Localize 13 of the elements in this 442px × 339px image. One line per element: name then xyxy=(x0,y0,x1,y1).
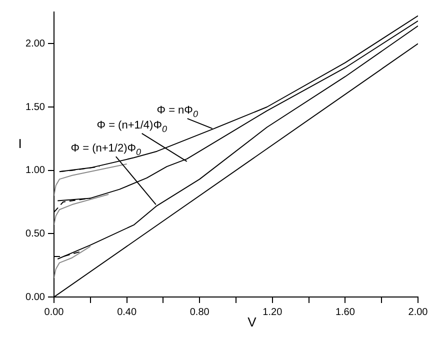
y-axis-title: I xyxy=(18,136,22,152)
y-tick-label: 0.00 xyxy=(26,292,46,303)
y-tick-label: 0.50 xyxy=(26,228,46,240)
x-tick-label: 1.20 xyxy=(262,306,283,318)
x-tick-label: 0.40 xyxy=(117,306,137,318)
x-tick-label: 0.00 xyxy=(44,306,64,318)
x-tick-label: 0.80 xyxy=(190,306,210,318)
x-axis-title: V xyxy=(248,314,257,330)
x-tick-label: 1.60 xyxy=(335,306,356,318)
y-tick-label: 2.00 xyxy=(26,38,46,50)
y-tick-label: 1.00 xyxy=(26,165,46,176)
y-tick-label: 1.50 xyxy=(26,102,46,113)
x-tick-label: 2.00 xyxy=(408,306,428,318)
